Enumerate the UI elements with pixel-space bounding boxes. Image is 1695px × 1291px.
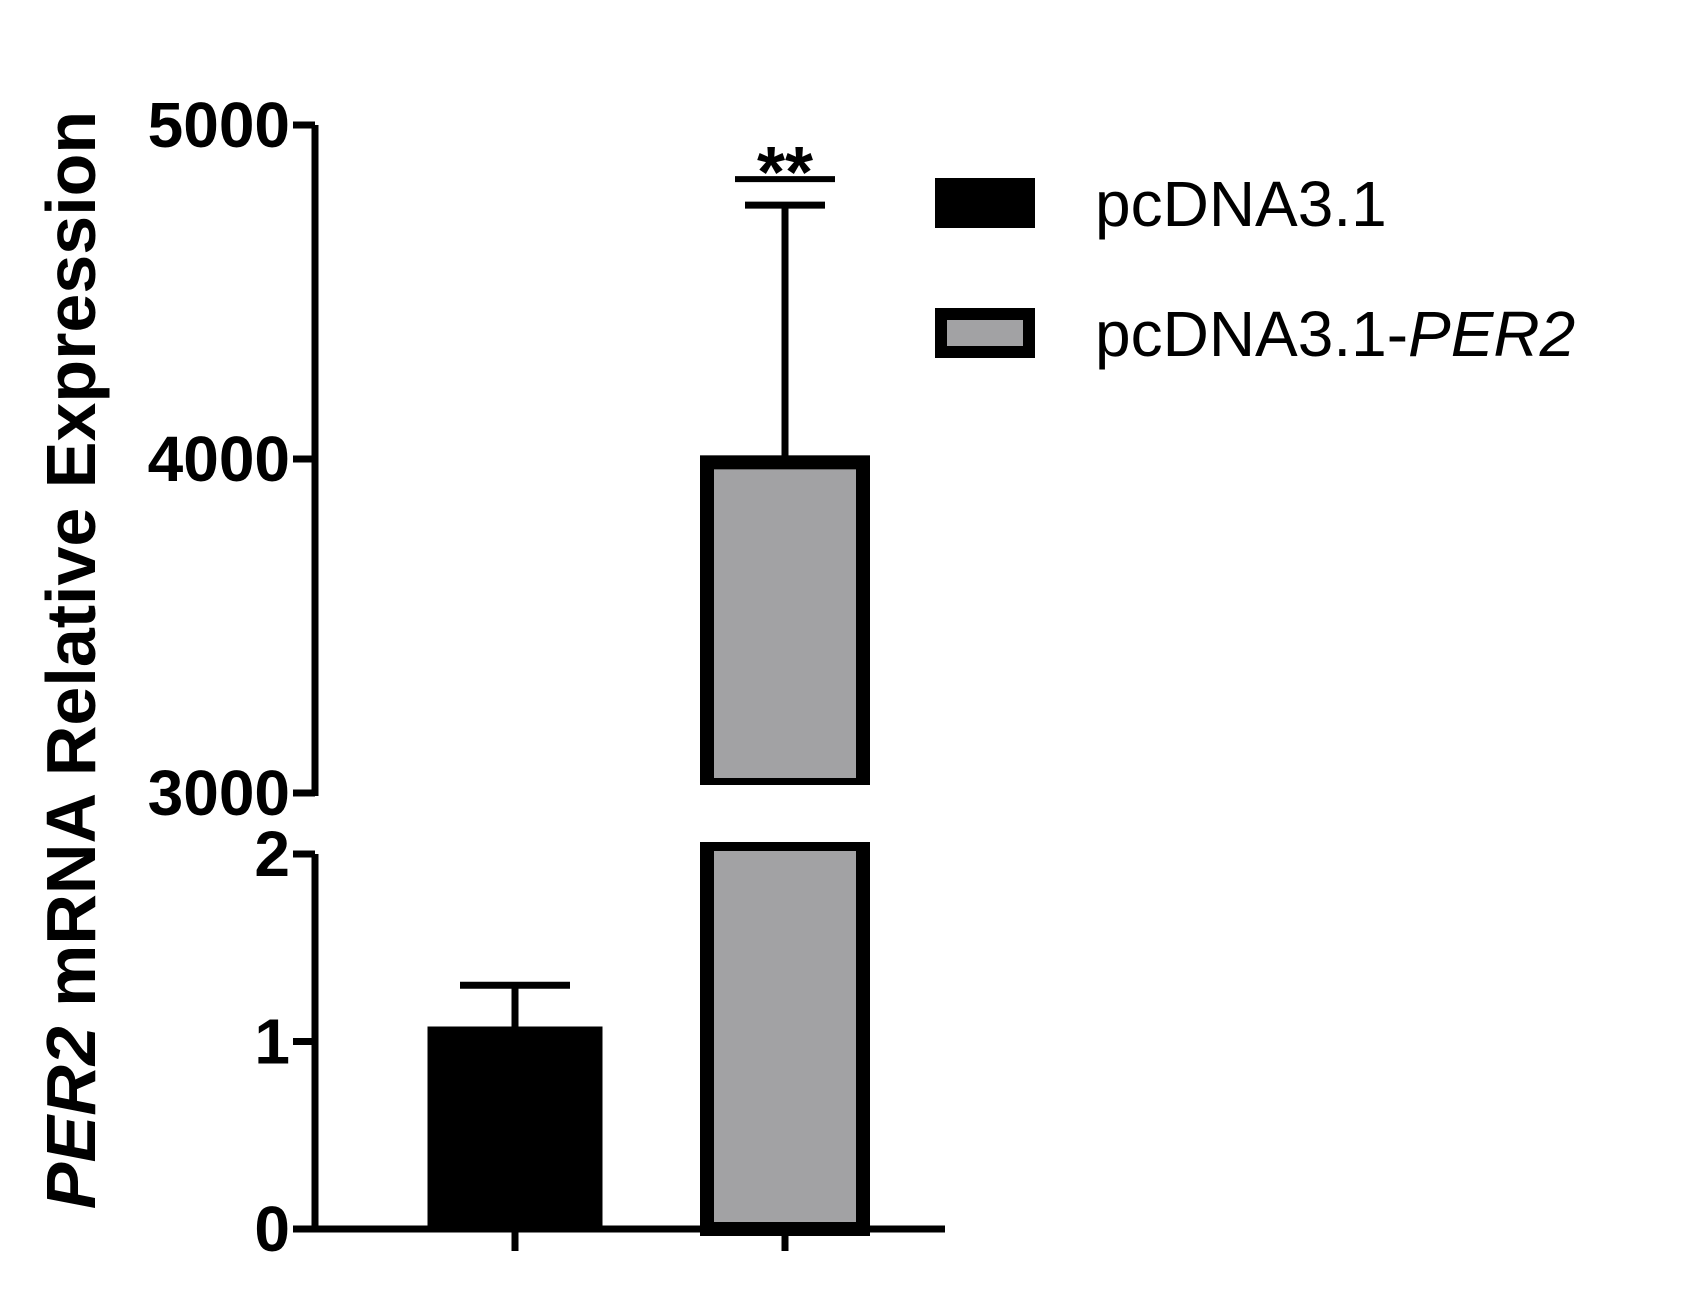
bar-lower-pcDNA3.1-PER2 bbox=[700, 837, 870, 1236]
bar-upper-pcDNA3.1-PER2 bbox=[700, 455, 870, 792]
legend-label: pcDNA3.1 bbox=[1095, 168, 1387, 240]
y-tick-label: 2 bbox=[254, 818, 290, 890]
legend-swatch-pcDNA3.1-PER2 bbox=[935, 308, 1035, 358]
y-axis-title-rest: mRNA Relative Expression bbox=[32, 111, 110, 1027]
y-ticks-upper: 3000 4000 5000 bbox=[148, 89, 315, 829]
y-axis-title-gene: PER2 bbox=[32, 1026, 110, 1209]
y-tick-label: 3000 bbox=[148, 757, 290, 829]
y-ticks-lower: 0 1 2 bbox=[254, 818, 315, 1265]
legend: pcDNA3.1 pcDNA3.1-PER2 bbox=[935, 168, 1575, 370]
y-tick-label: 1 bbox=[254, 1006, 290, 1078]
legend-label: pcDNA3.1-PER2 bbox=[1095, 298, 1575, 370]
y-axis-title: PER2 mRNA Relative Expression bbox=[32, 111, 110, 1209]
legend-swatch-pcDNA3.1 bbox=[935, 178, 1035, 228]
error-bars bbox=[460, 201, 825, 1027]
significance-label: ** bbox=[757, 133, 813, 213]
y-tick-label: 5000 bbox=[148, 89, 290, 161]
bars bbox=[427, 455, 875, 1236]
y-tick-label: 0 bbox=[254, 1193, 290, 1265]
annotations: ** bbox=[735, 133, 835, 213]
bar-pcDNA3.1 bbox=[427, 1026, 603, 1229]
y-tick-label: 4000 bbox=[148, 423, 290, 495]
axis-break-gap bbox=[695, 785, 875, 842]
